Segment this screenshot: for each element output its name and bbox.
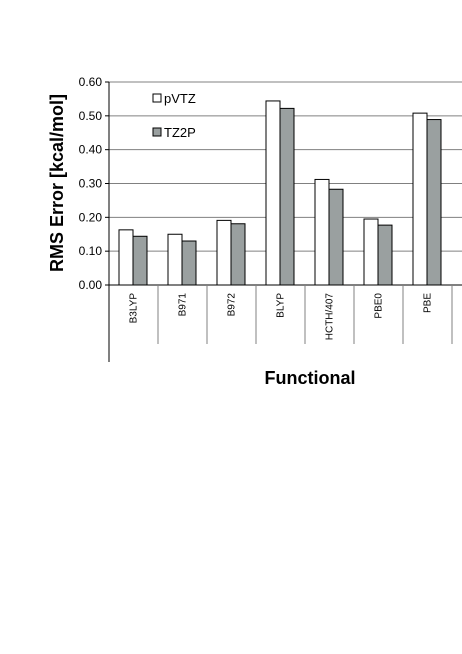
category-label: B3LYP (129, 293, 140, 324)
category-label: PBE (423, 293, 434, 313)
bar-tz2p (181, 240, 197, 286)
category-label: B971 (178, 293, 189, 317)
legend-swatch-pvtz (152, 93, 162, 103)
bar-pvtz (363, 218, 379, 286)
category-label: BLYP (276, 293, 287, 318)
bar-tz2p (132, 235, 148, 286)
legend: pVTZ TZ2P (152, 91, 196, 140)
bar-tz2p (426, 119, 442, 286)
y-tick-label: 0.40 (79, 143, 103, 157)
category-label: PBE0 (374, 293, 385, 319)
bar-tz2p (328, 188, 344, 286)
y-tick-label: 0.20 (79, 210, 103, 224)
bars (118, 100, 442, 286)
bar-pvtz (118, 229, 134, 286)
y-tick-label: 0.50 (79, 109, 103, 123)
y-tick-label: 0.00 (79, 278, 103, 292)
legend-label-tz2p: TZ2P (164, 125, 196, 140)
bar-pvtz (216, 219, 232, 286)
bar-pvtz (314, 178, 330, 286)
x-axis-title: Functional (265, 368, 356, 388)
bar-tz2p (279, 107, 295, 286)
y-tick-label: 0.10 (79, 244, 103, 258)
category-label: HCTH/407 (325, 293, 336, 341)
legend-swatch-tz2p (152, 127, 162, 137)
x-category-labels: B3LYP B971 B972 BLYP HCTH/407 PBE0 PBE (129, 285, 453, 344)
bar-pvtz (167, 233, 183, 286)
bar-pvtz (412, 112, 428, 286)
bar-tz2p (230, 223, 246, 286)
y-tick-labels: 0.00 0.10 0.20 0.30 0.40 0.50 0.60 (79, 75, 109, 292)
category-label: B972 (227, 293, 238, 317)
y-axis-title: RMS Error [kcal/mol] (47, 94, 67, 272)
y-tick-label: 0.60 (79, 75, 103, 89)
bar-tz2p (377, 224, 393, 286)
bar-pvtz (265, 100, 281, 286)
legend-label-pvtz: pVTZ (164, 91, 196, 106)
y-tick-label: 0.30 (79, 177, 103, 191)
